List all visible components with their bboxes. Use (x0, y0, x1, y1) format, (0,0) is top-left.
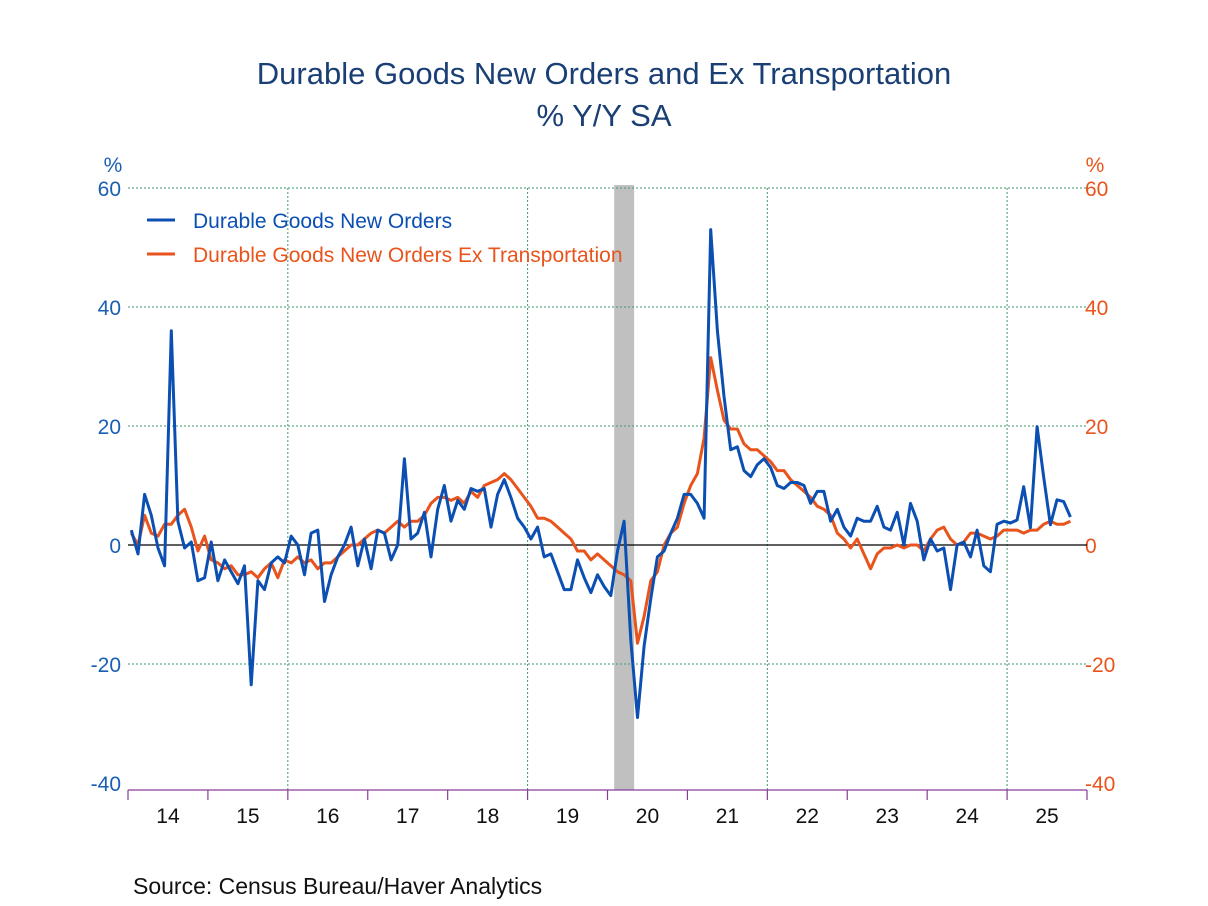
x-tick-label: 21 (716, 805, 739, 828)
y-tick-label-right: -20 (1085, 654, 1115, 677)
y-tick-label-right: 0 (1085, 535, 1097, 558)
x-tick-label: 25 (1035, 805, 1058, 828)
x-tick-label: 22 (796, 805, 819, 828)
chart-title: Durable Goods New Orders and Ex Transpor… (257, 56, 951, 91)
recession-shading (614, 185, 635, 790)
source-note: Source: Census Bureau/Haver Analytics (133, 873, 542, 899)
y-tick-label-left: 40 (98, 297, 121, 320)
y-tick-label-left: 20 (98, 416, 121, 439)
x-tick-label: 24 (955, 805, 979, 828)
y-tick-label-left: -20 (91, 654, 121, 677)
y-tick-label-left: -40 (91, 773, 121, 796)
x-tick-label: 23 (876, 805, 899, 828)
y-tick-label-right: 40 (1085, 297, 1108, 320)
x-tick-label: 15 (236, 805, 259, 828)
x-tick-label: 18 (476, 805, 499, 828)
x-tick-label: 20 (636, 805, 659, 828)
x-tick-label: 14 (156, 805, 180, 828)
legend-label-durable-goods: Durable Goods New Orders (193, 210, 452, 233)
legend-label-ex-transportation: Durable Goods New Orders Ex Transportati… (193, 244, 623, 267)
chart-subtitle: % Y/Y SA (537, 98, 672, 133)
x-tick-label: 17 (396, 805, 419, 828)
right-axis-unit: % (1086, 154, 1105, 177)
series-line-ex-transportation (129, 356, 1072, 645)
y-tick-label-left: 60 (98, 178, 121, 201)
x-tick-label: 19 (556, 805, 579, 828)
y-tick-label-right: 60 (1085, 178, 1108, 201)
series-line-durable-goods (129, 228, 1072, 719)
y-tick-label-right: 20 (1085, 416, 1108, 439)
x-tick-label: 16 (316, 805, 339, 828)
left-axis-unit: % (104, 154, 123, 177)
y-tick-label-right: -40 (1085, 773, 1115, 796)
y-tick-label-left: 0 (109, 535, 121, 558)
